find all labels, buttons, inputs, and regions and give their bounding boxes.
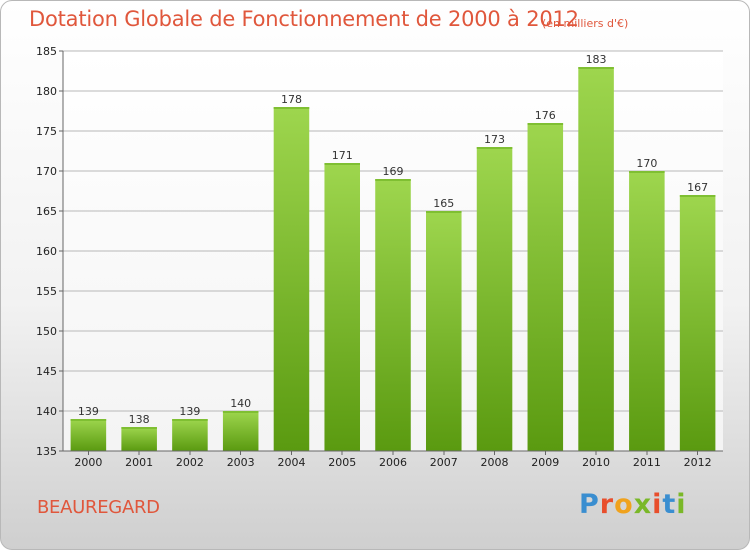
bar-top-edge <box>273 107 310 109</box>
bar-top-edge <box>324 163 360 165</box>
data-label-2007: 165 <box>433 197 454 210</box>
bar-top-edge <box>476 147 513 149</box>
x-tick-label-2011: 2011 <box>633 456 661 469</box>
data-label-2004: 178 <box>281 93 302 106</box>
x-tick-label-2008: 2008 <box>481 456 509 469</box>
data-label-2012: 167 <box>687 181 708 194</box>
bar-2002 <box>172 419 208 451</box>
bar-2009 <box>527 123 564 451</box>
bar-top-edge <box>172 419 208 421</box>
logo-letter: t <box>662 489 677 520</box>
data-label-2001: 138 <box>129 413 150 426</box>
bar-top-edge <box>121 427 157 429</box>
proxiti-logo: Proxiti <box>579 489 687 520</box>
logo-letter: x <box>633 489 653 520</box>
bar-2008 <box>476 147 513 451</box>
y-tick-label: 170 <box>36 165 57 178</box>
bar-2006 <box>375 179 411 451</box>
bar-2004 <box>273 107 310 451</box>
x-tick-label-2000: 2000 <box>74 456 102 469</box>
y-tick-label: 155 <box>36 285 57 298</box>
x-tick-label-2009: 2009 <box>531 456 559 469</box>
bar-2011 <box>629 171 665 451</box>
y-tick-label: 165 <box>36 205 57 218</box>
data-label-2008: 173 <box>484 133 505 146</box>
y-tick-label: 145 <box>36 365 57 378</box>
y-tick-label: 160 <box>36 245 57 258</box>
y-tick-label: 135 <box>36 445 57 458</box>
y-tick-label: 175 <box>36 125 57 138</box>
data-label-2002: 139 <box>179 405 200 418</box>
x-tick-label-2005: 2005 <box>328 456 356 469</box>
x-tick-label-2006: 2006 <box>379 456 407 469</box>
bar-top-edge <box>426 211 462 213</box>
y-axis: 135 140 145 150 155 160 165 170 175 180 185 <box>36 45 64 458</box>
commune-name: BEAUREGARD <box>37 497 160 518</box>
data-label-2010: 183 <box>586 53 607 66</box>
logo-letter: i <box>676 489 687 520</box>
bar-2012 <box>679 195 716 451</box>
y-tick-label: 150 <box>36 325 57 338</box>
bar-2005 <box>324 163 360 451</box>
x-tick-label-2012: 2012 <box>684 456 712 469</box>
bar-top-edge <box>629 171 665 173</box>
x-tick-label-2004: 2004 <box>277 456 305 469</box>
data-label-2011: 170 <box>636 157 657 170</box>
data-label-2006: 169 <box>383 165 404 178</box>
y-tick-label: 180 <box>36 85 57 98</box>
bar-top-edge <box>70 419 107 421</box>
logo-letter: P <box>579 489 600 520</box>
x-tick-label-2002: 2002 <box>176 456 204 469</box>
bar-top-edge <box>527 123 564 125</box>
chart-subtitle: (en milliers d'€) <box>542 17 629 30</box>
bar-2010 <box>578 67 614 451</box>
bar-top-edge <box>375 179 411 181</box>
chart-title: Dotation Globale de Fonctionnement de 20… <box>29 7 579 31</box>
x-tick-label-2010: 2010 <box>582 456 610 469</box>
data-label-2005: 171 <box>332 149 353 162</box>
bar-2001 <box>121 427 157 451</box>
bar-2003 <box>222 411 259 451</box>
x-axis: 2000 2001 2002 2003 2004 2005 2006 2007 2008 2009… <box>63 450 723 469</box>
data-label-2000: 139 <box>78 405 99 418</box>
bar-2007 <box>426 211 462 451</box>
data-labels: 139 138 139 140 178 171 169 165 173 176 183 170 167 <box>78 53 708 426</box>
bar-2000 <box>70 419 107 451</box>
x-tick-label-2001: 2001 <box>125 456 153 469</box>
bar-top-edge <box>679 195 716 197</box>
logo-letter: r <box>599 489 615 520</box>
bar-top-edge <box>222 411 259 413</box>
x-tick-label-2007: 2007 <box>430 456 458 469</box>
bars <box>70 67 716 451</box>
logo-letter: i <box>652 489 663 520</box>
x-tick-label-2003: 2003 <box>227 456 255 469</box>
data-label-2009: 176 <box>535 109 556 122</box>
data-label-2003: 140 <box>230 397 251 410</box>
y-tick-label: 185 <box>36 45 57 58</box>
bar-top-edge <box>578 67 614 69</box>
logo-letter: o <box>614 489 634 520</box>
y-tick-label: 140 <box>36 405 57 418</box>
